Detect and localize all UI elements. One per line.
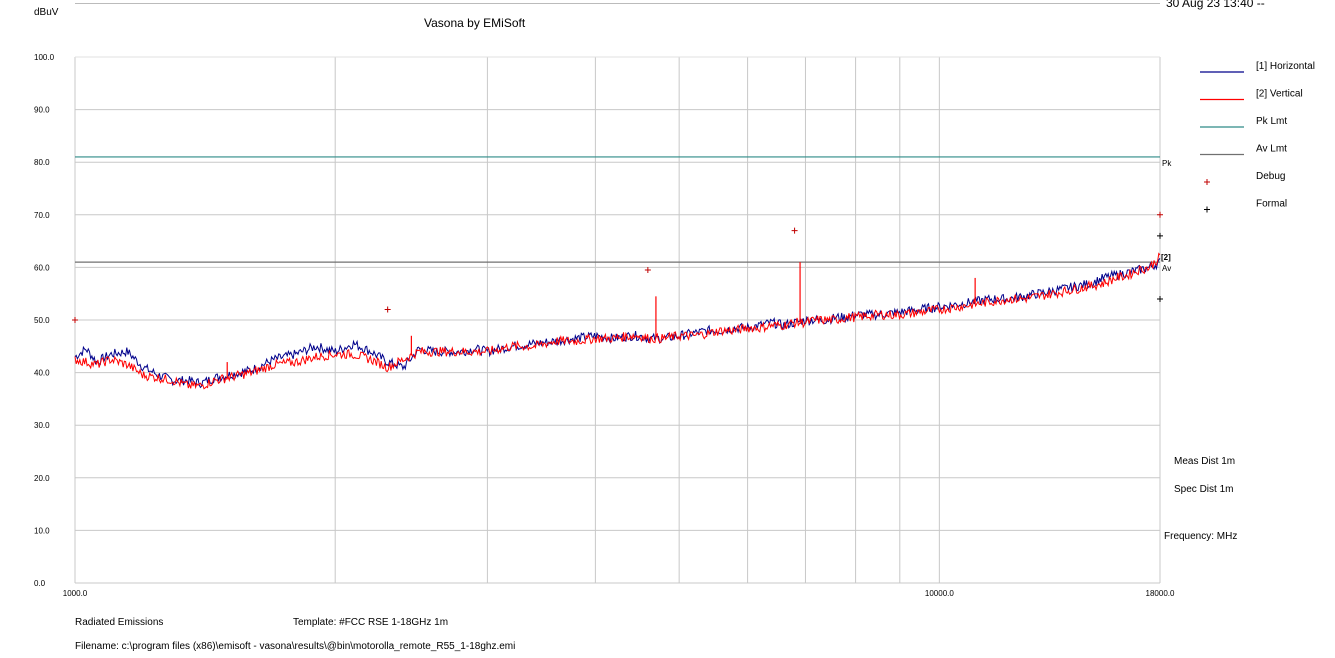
y-tick-label: 0.0 [34, 579, 46, 588]
y-tick-label: 50.0 [34, 316, 50, 325]
y-tick-label: 70.0 [34, 211, 50, 220]
y-tick-label: 80.0 [34, 158, 50, 167]
legend-marker [1204, 179, 1210, 185]
meas-dist-note: Meas Dist 1m [1174, 456, 1236, 467]
y-tick-label: 60.0 [34, 263, 50, 272]
y-tick-label: 10.0 [34, 526, 50, 535]
marker-plus [1157, 211, 1163, 218]
marker-plus [1157, 295, 1163, 302]
legend-marker [1204, 206, 1210, 213]
unit-label: dBuV [34, 7, 59, 18]
y-tick-label: 100.0 [34, 53, 55, 62]
filename-label: Filename: c:\program files (x86)\emisoft… [75, 641, 516, 652]
y-tick-label: 40.0 [34, 369, 50, 378]
marker-plus [1157, 232, 1163, 239]
legend-label: Pk Lmt [1256, 116, 1287, 127]
legend-label: [2] Vertical [1256, 89, 1303, 100]
point-label: [2] [1161, 253, 1171, 262]
x-tick-label: 18000.0 [1146, 589, 1175, 598]
legend-label: Formal [1256, 199, 1287, 210]
chart-title: Vasona by EMiSoft [424, 16, 526, 30]
series-line [74, 252, 1161, 390]
y-tick-label: 20.0 [34, 474, 50, 483]
marker-plus [644, 267, 651, 274]
legend-label: [1] Horizontal [1256, 61, 1315, 72]
y-tick-label: 90.0 [34, 106, 50, 115]
limit-tag: Av [1162, 264, 1171, 273]
mode-label: Radiated Emissions [75, 617, 164, 628]
marker-plus [384, 306, 391, 313]
frequency-unit-note: Frequency: MHz [1164, 531, 1238, 542]
marker-plus [791, 227, 798, 234]
legend-label: Debug [1256, 171, 1285, 182]
x-tick-label: 1000.0 [63, 589, 88, 598]
limit-tag: Pk [1162, 159, 1172, 168]
x-tick-label: 10000.0 [925, 589, 954, 598]
marker-plus [72, 317, 78, 323]
template-label: Template: #FCC RSE 1-18GHz 1m [293, 617, 449, 628]
top-rule [75, 3, 1160, 4]
y-tick-label: 30.0 [34, 421, 50, 430]
series-line [74, 257, 1161, 389]
timestamp: 30 Aug 23 13:40 -- [1166, 0, 1265, 10]
legend-label: Av Lmt [1256, 144, 1287, 155]
spec-dist-note: Spec Dist 1m [1174, 484, 1234, 495]
